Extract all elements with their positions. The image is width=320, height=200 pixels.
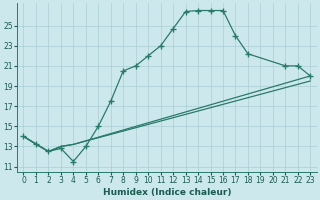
X-axis label: Humidex (Indice chaleur): Humidex (Indice chaleur) bbox=[103, 188, 231, 197]
